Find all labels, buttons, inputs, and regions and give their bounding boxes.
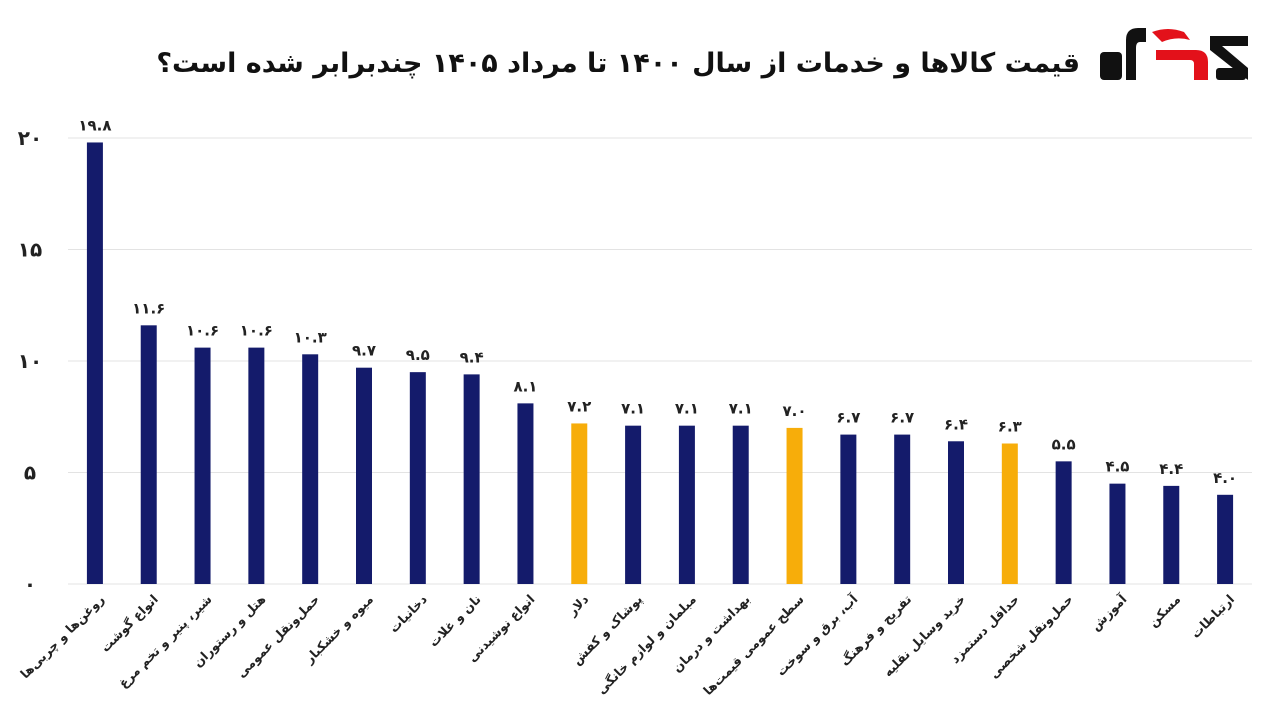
y-tick-label: ۱۰ <box>18 349 42 373</box>
category-label: نان و غلات <box>426 592 484 650</box>
bar <box>194 347 211 584</box>
value-label: ۴.۵ <box>1105 458 1129 476</box>
bars <box>86 142 1234 584</box>
bar <box>625 425 642 584</box>
y-tick-label: ۲۰ <box>18 126 42 150</box>
category-label: روغن‌ها و چربی‌ها <box>17 592 107 682</box>
value-label: ۱۰.۳ <box>294 328 327 346</box>
value-label: ۶.۳ <box>998 418 1022 436</box>
value-labels: ۱۹.۸ ۱۱.۶ ۱۰.۶ ۱۰.۶ ۱۰.۳ ۹.۷ ۹.۵ ۹.۴ ۸.۱ ۷.۲ ۷.۱ ۷.… <box>78 116 1237 486</box>
bar <box>948 441 964 584</box>
bar <box>786 427 803 584</box>
category-label: ارتباطات <box>1188 592 1237 641</box>
value-label: ۷.۲ <box>567 397 591 415</box>
category-label: مبلمان و لوازم خانگی <box>594 592 700 698</box>
bar <box>356 367 372 584</box>
bar <box>409 372 426 584</box>
bar <box>302 354 319 584</box>
category-label: شیر، پنیر و تخم مرغ <box>115 592 214 691</box>
value-label: ۷.۱ <box>729 400 753 418</box>
category-label: دلار <box>564 592 592 620</box>
bar <box>1001 443 1018 584</box>
value-label: ۶.۷ <box>836 409 860 427</box>
bar <box>1055 461 1072 584</box>
bar <box>1217 494 1234 584</box>
value-label: ۱۹.۸ <box>78 116 111 134</box>
value-label: ۸.۱ <box>513 377 537 395</box>
y-axis-ticks: ۰ ۵ ۱۰ ۱۵ ۲۰ <box>18 126 42 596</box>
logo-mark <box>1100 28 1248 80</box>
y-tick-label: ۰ <box>24 572 36 596</box>
category-label: دخانیات <box>386 592 430 636</box>
value-label: ۱۰.۶ <box>240 322 273 340</box>
y-tick-label: ۱۵ <box>18 238 42 262</box>
bar <box>732 425 749 584</box>
bar <box>517 403 534 584</box>
value-label: ۷.۱ <box>675 400 699 418</box>
value-label: ۷.۱ <box>621 400 645 418</box>
value-label: ۱۰.۶ <box>186 322 219 340</box>
category-label: سطح عمومی قیمت‌ها <box>700 592 806 698</box>
grid-lines <box>68 137 1252 585</box>
bar <box>894 434 911 584</box>
value-label: ۶.۷ <box>890 409 914 427</box>
category-label: آموزش <box>1088 591 1130 633</box>
value-label: ۱۱.۶ <box>132 299 165 317</box>
bar <box>248 347 265 584</box>
value-label: ۹.۵ <box>406 346 430 364</box>
value-label: ۹.۷ <box>352 342 376 360</box>
bar <box>840 434 857 584</box>
bar <box>140 325 157 584</box>
value-label: ۴.۰ <box>1213 469 1237 487</box>
bar <box>1163 485 1180 584</box>
y-tick-label: ۵ <box>24 461 36 485</box>
value-label: ۹.۴ <box>460 348 484 366</box>
value-label: ۴.۴ <box>1159 460 1183 478</box>
bar <box>463 374 480 584</box>
bar <box>1109 483 1126 584</box>
logo <box>1100 28 1248 80</box>
chart-title: قیمت کالاها و خدمات از سال ۱۴۰۰ تا مرداد… <box>156 48 1080 79</box>
value-label: ۶.۴ <box>944 415 968 433</box>
bar <box>571 423 588 584</box>
value-label: ۷.۰ <box>783 402 807 420</box>
bar <box>678 425 695 584</box>
category-label: مسکن <box>1145 592 1183 630</box>
bar <box>86 142 103 584</box>
value-label: ۵.۵ <box>1052 435 1076 453</box>
